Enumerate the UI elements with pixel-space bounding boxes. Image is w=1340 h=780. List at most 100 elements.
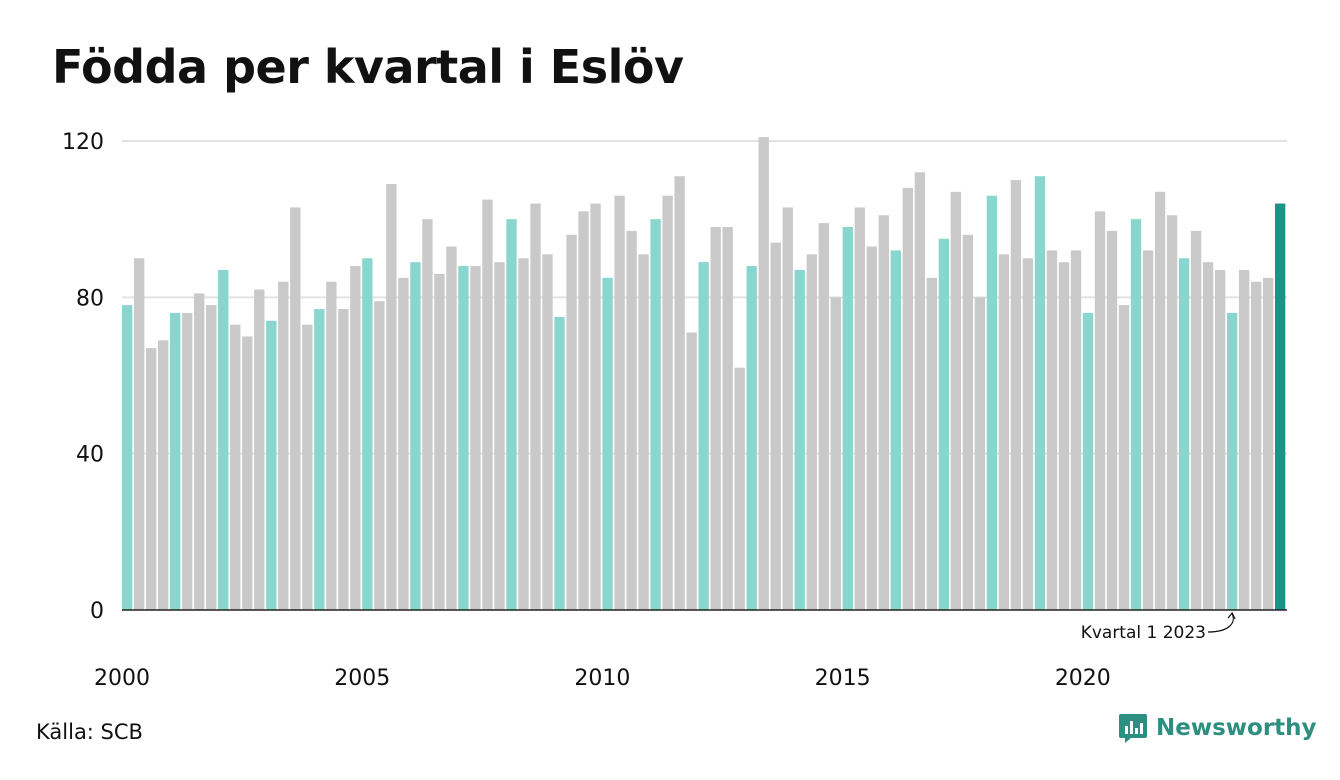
bar xyxy=(506,219,517,610)
bar xyxy=(650,219,661,610)
bar xyxy=(1178,258,1190,610)
bar xyxy=(1226,312,1238,610)
y-axis: 0 40 80 120 xyxy=(62,130,104,624)
bar xyxy=(146,348,157,610)
x-tick-label: 2020 xyxy=(1055,666,1111,691)
bar xyxy=(926,277,938,610)
bar xyxy=(122,305,133,610)
bar xyxy=(182,312,193,610)
bar xyxy=(974,297,986,610)
bar xyxy=(338,309,349,610)
bar xyxy=(1070,250,1082,610)
bar xyxy=(854,207,865,611)
bar xyxy=(806,254,817,610)
bar xyxy=(950,191,962,610)
brand-logo[interactable]: Newsworthy xyxy=(1118,712,1317,744)
source-label: Källa: SCB xyxy=(36,720,143,744)
bar xyxy=(470,266,481,610)
bar xyxy=(410,262,421,610)
bar xyxy=(254,289,265,610)
bar xyxy=(242,336,253,610)
bar xyxy=(1250,281,1262,610)
bar xyxy=(1202,262,1214,610)
bar xyxy=(986,195,998,610)
bar xyxy=(434,273,445,610)
bar xyxy=(1022,258,1034,610)
bar xyxy=(938,238,950,611)
bar xyxy=(446,246,457,610)
bar xyxy=(1262,277,1274,610)
bar xyxy=(698,262,709,610)
bar xyxy=(302,324,313,610)
bar xyxy=(1142,250,1154,610)
bar xyxy=(902,187,913,610)
bar xyxy=(530,203,541,611)
bar xyxy=(1238,269,1250,610)
bar xyxy=(230,324,241,610)
bar xyxy=(1130,219,1142,610)
bar xyxy=(770,242,781,610)
y-tick-label: 0 xyxy=(90,599,104,624)
bar xyxy=(626,230,637,610)
bar xyxy=(350,266,361,610)
bar xyxy=(590,203,601,611)
bar xyxy=(866,246,877,610)
bar xyxy=(134,258,145,610)
bar xyxy=(326,281,337,610)
x-axis: 2000 2005 2010 2015 2020 xyxy=(94,609,1287,691)
bar xyxy=(566,234,577,611)
bar xyxy=(1094,211,1106,610)
bar xyxy=(1058,262,1070,610)
bar xyxy=(794,269,805,610)
annotation-arrow xyxy=(1207,613,1234,633)
y-tick-label: 40 xyxy=(76,443,104,468)
bar xyxy=(170,312,181,610)
newsworthy-logo-icon xyxy=(1119,714,1147,743)
bar xyxy=(638,254,649,610)
bar xyxy=(482,199,493,610)
bar xyxy=(218,269,229,610)
bar xyxy=(1046,250,1058,610)
brand-name: Newsworthy xyxy=(1156,715,1317,741)
bar xyxy=(422,219,433,610)
bar xyxy=(458,266,469,610)
bar xyxy=(362,258,373,610)
bar xyxy=(518,258,529,610)
chart-title: Födda per kvartal i Eslöv xyxy=(52,40,684,94)
bar xyxy=(1106,230,1118,610)
bar xyxy=(914,172,926,610)
bar xyxy=(386,183,397,610)
bar xyxy=(710,226,721,610)
bar xyxy=(542,254,553,610)
bar xyxy=(1118,305,1130,610)
x-tick-label: 2000 xyxy=(94,666,150,691)
x-tick-label: 2015 xyxy=(815,666,871,691)
bar xyxy=(374,301,385,610)
bar xyxy=(1154,191,1166,610)
bar xyxy=(158,340,169,610)
bar xyxy=(686,332,697,610)
bar xyxy=(962,234,974,611)
bar xyxy=(746,266,757,610)
bar xyxy=(818,223,829,610)
bar xyxy=(398,277,409,610)
bar xyxy=(206,305,217,610)
bar xyxy=(278,281,289,610)
bar xyxy=(782,207,793,611)
bar xyxy=(734,367,745,610)
bar xyxy=(758,137,769,610)
bar xyxy=(194,293,205,610)
bar xyxy=(1190,230,1202,610)
bar xyxy=(842,226,853,610)
bar xyxy=(578,211,589,610)
bar xyxy=(1274,203,1286,611)
bar xyxy=(602,277,613,610)
annotation-arrowhead xyxy=(1227,611,1236,620)
annotation-label: Kvartal 1 2023 xyxy=(1081,623,1206,643)
bars xyxy=(122,137,1286,611)
bar xyxy=(266,320,277,610)
bar xyxy=(662,195,673,610)
bar xyxy=(1214,269,1226,610)
y-tick-label: 80 xyxy=(76,286,104,311)
bar xyxy=(722,226,733,610)
